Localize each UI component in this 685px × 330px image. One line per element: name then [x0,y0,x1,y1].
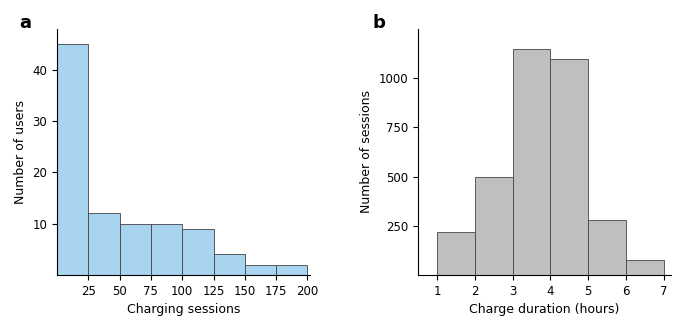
X-axis label: Charge duration (hours): Charge duration (hours) [469,303,620,316]
Bar [550,59,588,275]
Bar [437,232,475,275]
X-axis label: Charging sessions: Charging sessions [127,303,240,316]
Bar [120,224,151,275]
Bar [151,224,182,275]
Bar [626,260,664,275]
Bar [588,220,626,275]
Y-axis label: Number of sessions: Number of sessions [360,90,373,214]
Bar [182,229,214,275]
Bar [245,265,276,275]
Y-axis label: Number of users: Number of users [14,100,27,204]
Bar [276,265,308,275]
Text: a: a [19,15,31,32]
Bar [88,214,120,275]
Bar [214,254,245,275]
Bar [57,45,88,275]
Bar [475,177,512,275]
Bar [512,49,550,275]
Text: b: b [373,15,386,32]
